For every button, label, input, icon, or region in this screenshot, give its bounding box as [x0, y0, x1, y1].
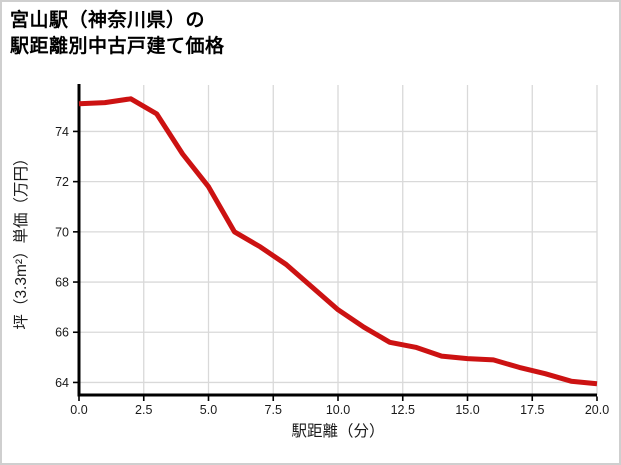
y-tick-label: 70	[55, 225, 69, 239]
x-tick-label: 7.5	[265, 403, 282, 417]
y-tick-label: 66	[55, 326, 69, 340]
x-tick-label: 0.0	[70, 403, 87, 417]
y-tick-label: 72	[55, 175, 69, 189]
x-tick-label: 5.0	[200, 403, 217, 417]
y-tick-label: 74	[55, 125, 69, 139]
x-tick-label: 12.5	[391, 403, 415, 417]
chart-title-line1: 宮山駅（神奈川県）の	[10, 10, 206, 31]
x-tick-label: 17.5	[520, 403, 544, 417]
y-tick-label: 68	[55, 276, 69, 290]
price-line-series	[78, 96, 598, 387]
x-tick-label: 15.0	[455, 403, 479, 417]
chart-title: 宮山駅（神奈川県）の 駅距離別中古戸建て価格	[10, 8, 225, 60]
y-tick-label: 64	[55, 376, 69, 390]
x-tick-label: 20.0	[585, 403, 609, 417]
x-tick-label: 2.5	[135, 403, 152, 417]
x-tick-label: 10.0	[326, 403, 350, 417]
y-axis-label: 坪（3.3m²）単価（万円）	[12, 150, 30, 329]
x-axis-label: 駅距離（分）	[291, 422, 384, 440]
chart-title-line2: 駅距離別中古戸建て価格	[10, 36, 225, 57]
